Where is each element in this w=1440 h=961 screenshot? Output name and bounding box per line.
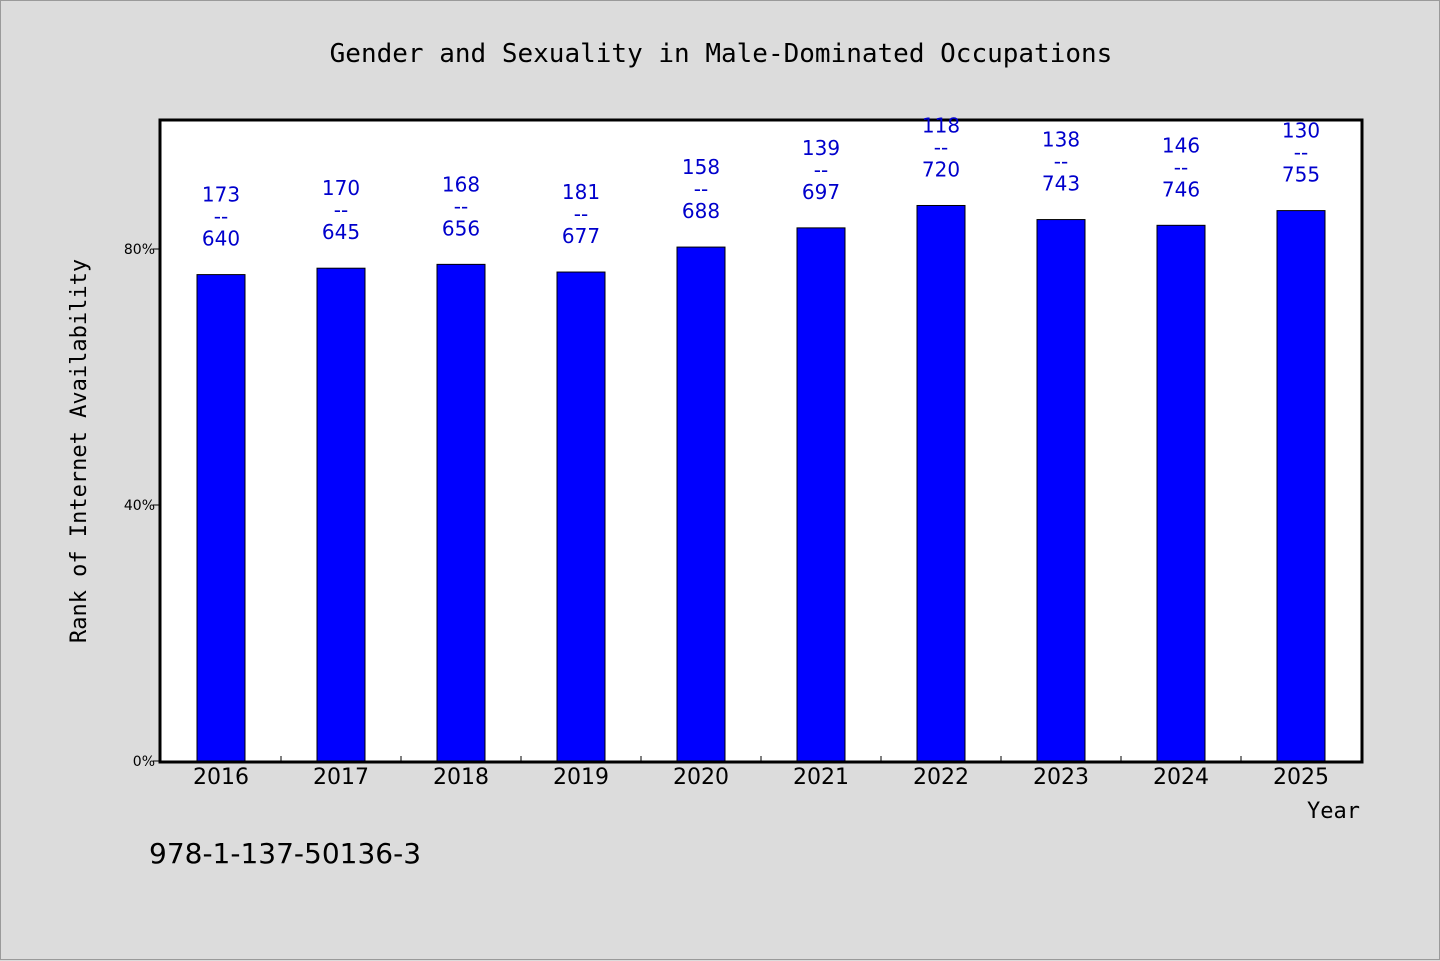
bar-label-sep: -- [934, 135, 948, 159]
bar-label-top: 139 [802, 136, 840, 160]
bar-label-top: 158 [682, 155, 720, 179]
bar [796, 227, 846, 762]
bar-label-sep: -- [334, 198, 348, 222]
bar-label-bottom: 720 [922, 157, 960, 181]
bar-label-top: 173 [202, 183, 240, 207]
bar [316, 267, 366, 762]
bar-label-top: 118 [922, 113, 960, 137]
y-tick-label: 40% [124, 498, 155, 514]
x-tick-label: 2016 [193, 765, 249, 790]
bar [436, 263, 486, 762]
bar-label-top: 168 [442, 172, 480, 196]
bar [916, 204, 966, 762]
bar-label-bottom: 755 [1282, 163, 1320, 187]
x-axis-ticks: 2016 2017 2018 2019 2020 2021 2022 2023 2024 2025 [193, 756, 1329, 790]
bars-group [196, 204, 1326, 762]
bar [1276, 210, 1326, 762]
x-tick-label: 2025 [1273, 765, 1329, 790]
bar [1036, 219, 1086, 762]
bar-label-top: 146 [1162, 133, 1200, 157]
bar-label-bottom: 677 [562, 224, 600, 248]
bar-label-bottom: 640 [202, 227, 240, 251]
bar [676, 246, 726, 762]
bar [196, 274, 246, 762]
bar [1156, 224, 1206, 762]
chart-title: Gender and Sexuality in Male-Dominated O… [330, 39, 1113, 69]
bar-label-top: 130 [1282, 119, 1320, 143]
bar-label-bottom: 688 [682, 199, 720, 223]
bar-label-sep: -- [1054, 150, 1068, 174]
bar-label-sep: -- [694, 177, 708, 201]
y-tick-label: 0% [133, 754, 155, 770]
bar-label-bottom: 656 [442, 216, 480, 240]
x-tick-label: 2018 [433, 765, 489, 790]
x-tick-label: 2021 [793, 765, 849, 790]
x-tick-label: 2020 [673, 765, 729, 790]
x-tick-label: 2024 [1153, 765, 1209, 790]
x-tick-label: 2019 [553, 765, 609, 790]
y-axis-ticks: 0% 40% 80% [124, 242, 161, 770]
x-axis-label: Year [1307, 799, 1360, 824]
bar-labels-group: 173--640170--645168--656181--677158--688… [202, 113, 1320, 250]
bar [556, 271, 606, 762]
y-tick-label: 80% [124, 242, 155, 258]
bar-label-sep: -- [214, 205, 228, 229]
bar-label-top: 138 [1042, 128, 1080, 152]
bar-label-top: 170 [322, 176, 360, 200]
bar-label-sep: -- [814, 158, 828, 182]
bar-label-sep: -- [1174, 155, 1188, 179]
bar-label-sep: -- [1294, 141, 1308, 165]
y-axis-label: Rank of Internet Availability [67, 259, 92, 643]
bar-label-bottom: 697 [802, 180, 840, 204]
x-tick-label: 2022 [913, 765, 969, 790]
bar-label-bottom: 743 [1042, 172, 1080, 196]
x-tick-label: 2017 [313, 765, 369, 790]
bar-label-top: 181 [562, 180, 600, 204]
bar-label-sep: -- [574, 202, 588, 226]
bar-label-sep: -- [454, 194, 468, 218]
footer-isbn: 978-1-137-50136-3 [149, 837, 421, 870]
bar-label-bottom: 645 [322, 220, 360, 244]
x-tick-label: 2023 [1033, 765, 1089, 790]
bar-label-bottom: 746 [1162, 177, 1200, 201]
